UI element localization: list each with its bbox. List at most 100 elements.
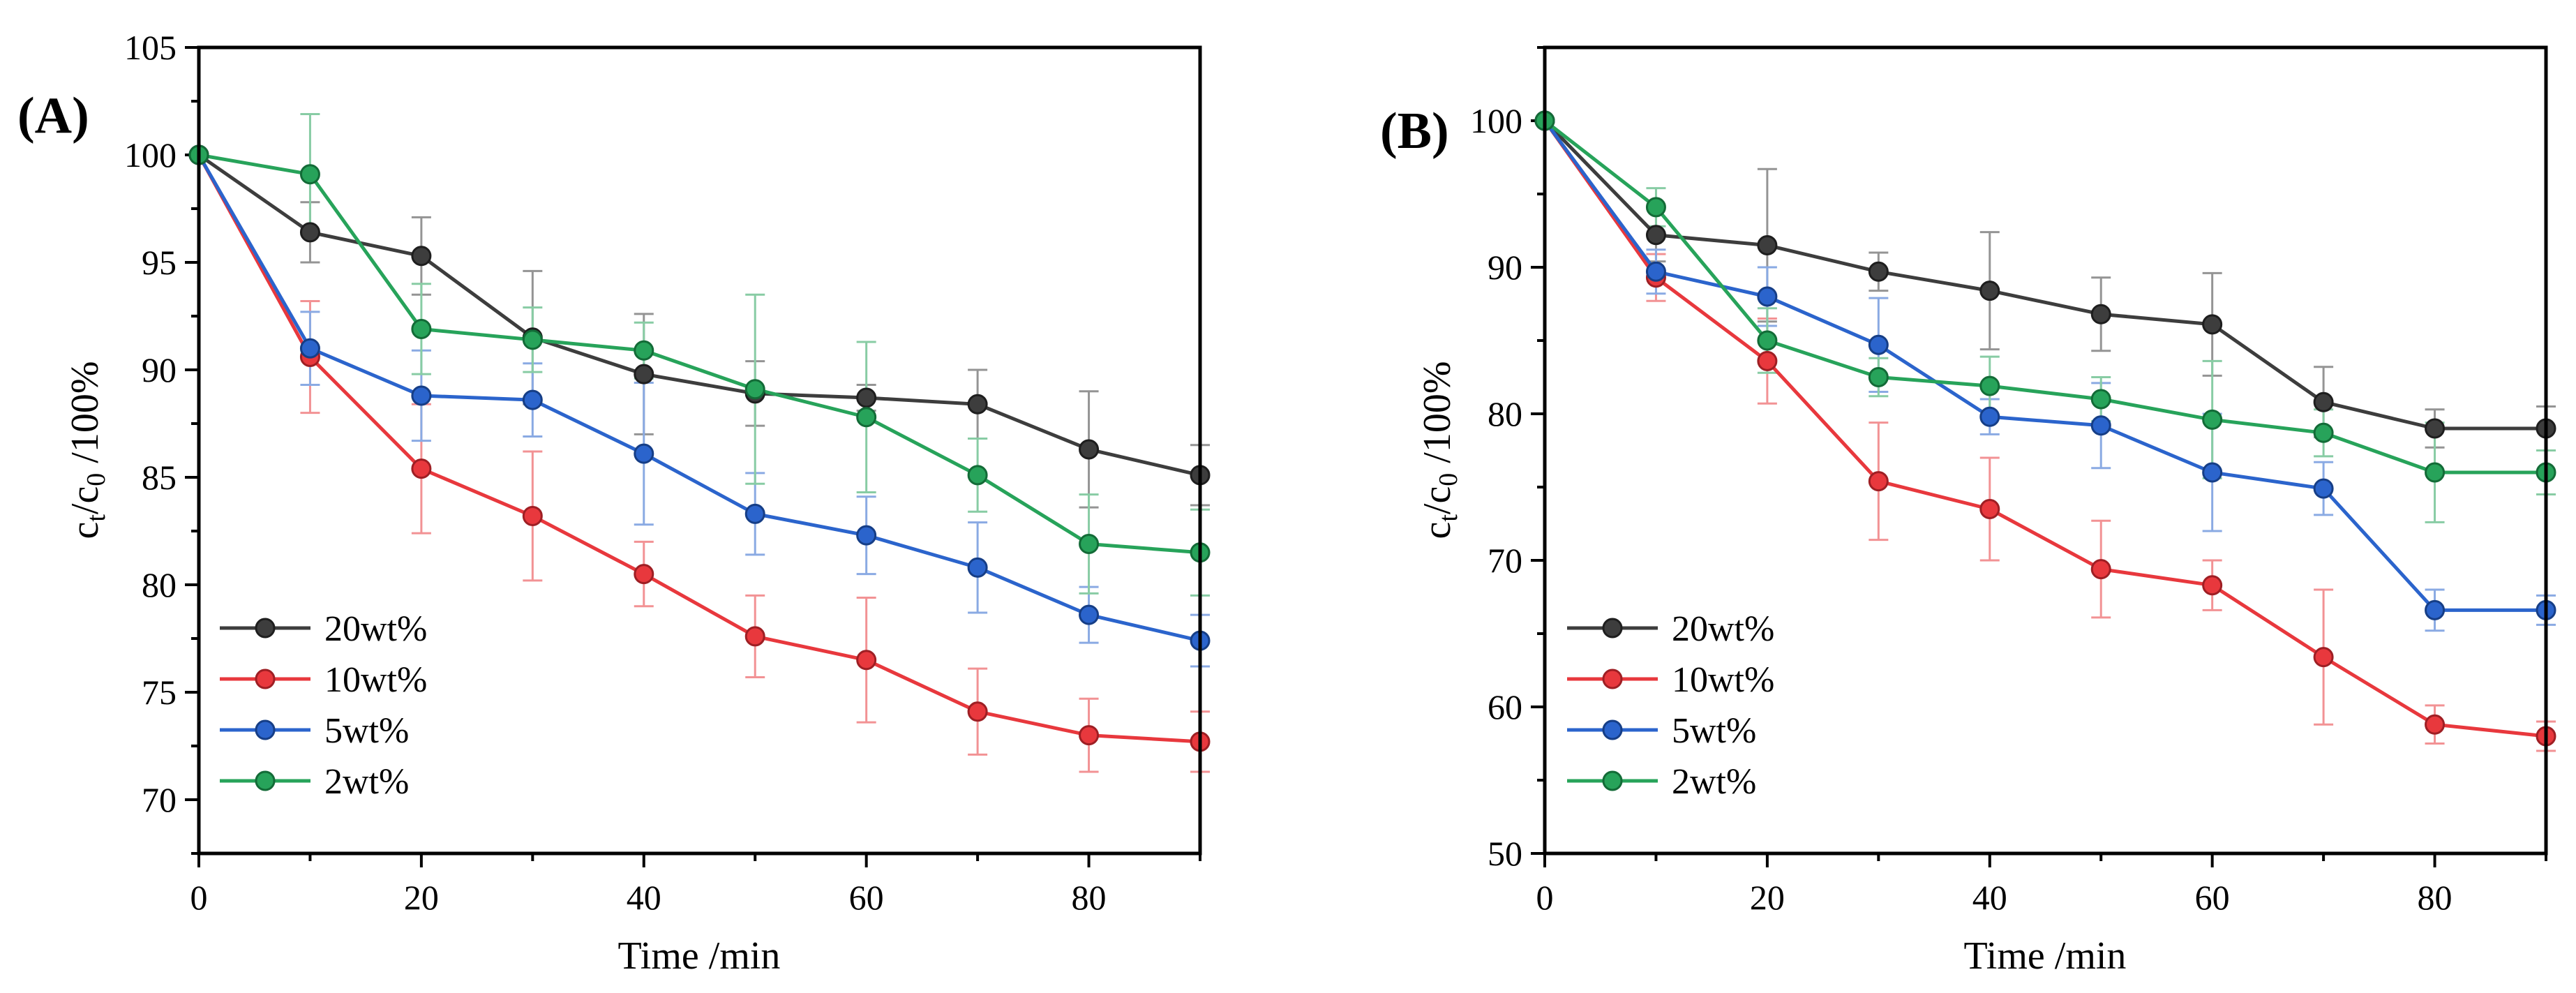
- data-point: [967, 465, 988, 486]
- legend-b: 20wt% 10wt% 5wt% 2wt%: [1567, 609, 1774, 802]
- legend-item: 2wt%: [220, 762, 409, 802]
- legend-label: 20wt%: [324, 609, 427, 649]
- data-point: [2202, 314, 2223, 335]
- data-point: [856, 525, 877, 546]
- legend-item: 10wt%: [1567, 660, 1774, 700]
- data-point: [2425, 418, 2446, 439]
- legend-label: 2wt%: [1672, 762, 1756, 802]
- data-point: [2425, 599, 2446, 620]
- y-tick-label-b: 100: [1470, 101, 1522, 140]
- error-bars-b: [1646, 167, 2556, 752]
- x-tick-label-a: 20: [404, 878, 439, 917]
- data-point: [522, 329, 543, 350]
- data-point: [1868, 261, 1889, 282]
- data-point: [299, 164, 320, 185]
- y-tick-label-b: 90: [1488, 248, 1522, 287]
- data-point: [2425, 714, 2446, 735]
- data-point: [856, 387, 877, 408]
- plot-frame-b: [1543, 45, 2548, 856]
- legend-item: 20wt%: [1567, 609, 1774, 649]
- data-point: [1079, 439, 1100, 460]
- series-line-10wt%: [1543, 119, 2547, 738]
- data-point: [2202, 462, 2223, 483]
- legend-item: 5wt%: [220, 711, 409, 751]
- x-tick-label-b: 40: [1972, 878, 2007, 917]
- y-tick-label-b: 80: [1488, 394, 1522, 433]
- data-point: [1979, 406, 2000, 427]
- y-title-sub-0-b: 0: [1434, 473, 1463, 486]
- data-points-b: [1534, 110, 2556, 747]
- data-point: [2090, 389, 2111, 410]
- data-point: [634, 364, 654, 384]
- data-point: [522, 389, 543, 410]
- data-point: [2313, 647, 2334, 668]
- legend-swatch-marker: [255, 618, 276, 639]
- chart-panel-b: (B) 50 60 70 80 90 100 0 20 40 60 80 Tim…: [1380, 45, 2556, 978]
- legend-label: 20wt%: [1672, 609, 1774, 649]
- data-point: [1979, 281, 2000, 301]
- legend-label: 5wt%: [324, 711, 409, 751]
- data-point: [967, 394, 988, 415]
- data-point: [1757, 350, 1778, 371]
- data-point: [1868, 367, 1889, 387]
- data-point: [1645, 261, 1666, 282]
- legend-item: 5wt%: [1567, 711, 1756, 751]
- series-line-20wt%: [197, 153, 1201, 477]
- data-point: [2090, 415, 2111, 436]
- data-point: [2425, 462, 2446, 483]
- x-tick-label-b: 0: [1536, 878, 1554, 917]
- y-title-c-a: c: [63, 522, 107, 539]
- legend-a: 20wt% 10wt% 5wt% 2wt%: [220, 609, 427, 802]
- data-point: [1979, 375, 2000, 396]
- legend-swatch-marker: [1602, 770, 1623, 791]
- chart-panel-a: (A) 70 75 80 85 90 95 100 105 0 20 40 60…: [17, 28, 1211, 978]
- y-tick-label-a: 105: [124, 28, 177, 67]
- x-tick-label-a: 0: [190, 878, 208, 917]
- y-tick-label-b: 70: [1488, 541, 1522, 580]
- data-point: [1757, 286, 1778, 307]
- y-tick-label-a: 85: [142, 458, 177, 497]
- series-line-5wt%: [197, 154, 1201, 643]
- data-point: [2313, 422, 2334, 443]
- data-point: [2202, 409, 2223, 430]
- y-tick-label-a: 90: [142, 350, 177, 389]
- data-point: [1645, 197, 1666, 218]
- data-point: [1868, 471, 1889, 492]
- legend-label: 10wt%: [324, 660, 427, 700]
- y-title-sub-0-a: 0: [82, 473, 111, 486]
- legend-label: 2wt%: [324, 762, 409, 802]
- data-point: [411, 458, 432, 479]
- data-point: [411, 246, 432, 267]
- y-title-c-b: c: [1416, 522, 1459, 539]
- legend-swatch-marker: [1602, 669, 1623, 689]
- x-tick-label-a: 60: [849, 878, 884, 917]
- x-tick-label-b: 80: [2418, 878, 2453, 917]
- x-tick-label-a: 40: [627, 878, 661, 917]
- x-tick-label-a: 80: [1072, 878, 1107, 917]
- data-point: [634, 564, 654, 585]
- x-tick-label-b: 60: [2195, 878, 2230, 917]
- y-title-tail-a: /100%: [63, 361, 107, 472]
- data-point: [1757, 235, 1778, 255]
- legend-swatch-marker: [255, 770, 276, 791]
- data-point: [1079, 604, 1100, 625]
- series-line-2wt%: [198, 153, 1201, 555]
- data-point: [2202, 575, 2223, 596]
- data-point: [411, 318, 432, 339]
- data-point: [967, 557, 988, 578]
- data-point: [1079, 533, 1100, 554]
- data-point: [967, 701, 988, 722]
- data-point: [634, 443, 654, 464]
- data-point: [744, 626, 765, 647]
- data-point: [634, 340, 654, 361]
- panel-label-a: (A): [17, 87, 89, 144]
- legend-label: 10wt%: [1672, 660, 1774, 700]
- data-point: [299, 338, 320, 359]
- y-tick-label-a: 100: [124, 135, 177, 174]
- data-point: [1757, 330, 1778, 351]
- data-point: [744, 379, 765, 400]
- data-point: [1645, 225, 1666, 246]
- legend-item: 10wt%: [220, 660, 427, 700]
- y-tick-label-a: 95: [142, 243, 177, 282]
